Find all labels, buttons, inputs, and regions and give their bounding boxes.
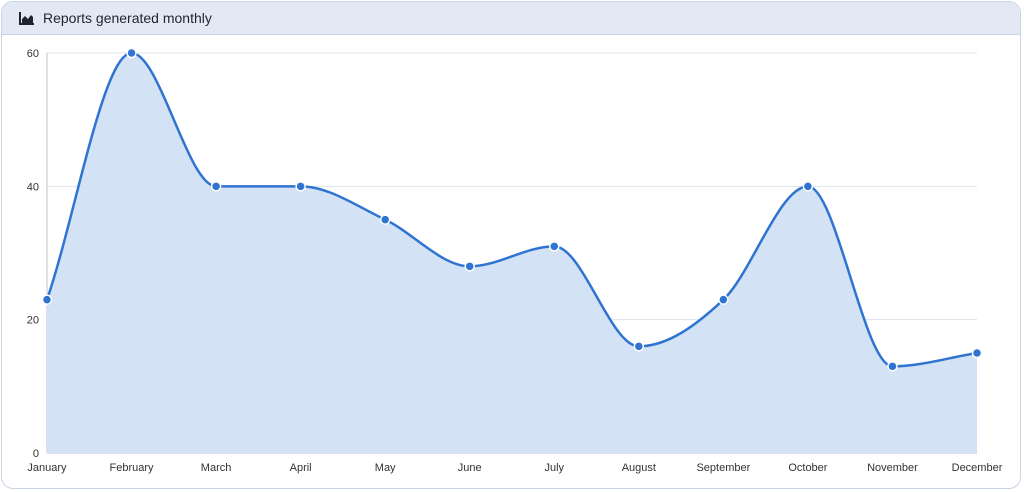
data-point (971, 347, 983, 359)
data-point (718, 294, 729, 305)
x-tick-label: May (375, 462, 396, 474)
data-point (802, 181, 814, 192)
x-tick-label: November (867, 462, 918, 474)
data-point (295, 181, 306, 192)
data-point (464, 261, 475, 272)
x-tick-label: March (201, 462, 232, 474)
x-tick-label: October (788, 462, 827, 474)
data-point (126, 47, 137, 59)
x-tick-label: April (290, 462, 312, 474)
data-point (549, 241, 560, 252)
card-title: Reports generated monthly (43, 10, 212, 26)
area-chart-icon (19, 11, 35, 25)
card-header: Reports generated monthly (2, 2, 1020, 35)
chart-area: 0 20 40 60 January February March April May June J… (2, 35, 1020, 488)
area-chart: 0 20 40 60 January February March April May June J… (27, 47, 1003, 474)
y-tick-label: 20 (27, 315, 39, 327)
data-point (379, 214, 391, 225)
data-point (887, 361, 898, 372)
data-point (41, 294, 53, 305)
x-tick-label: September (696, 462, 750, 474)
x-tick-label: August (622, 462, 656, 474)
x-tick-label: December (952, 462, 1003, 474)
x-tick-label: July (544, 462, 564, 474)
y-tick-label: 40 (27, 181, 39, 193)
x-tick-label: February (110, 462, 155, 474)
y-tick-label: 0 (33, 448, 39, 460)
data-point (633, 341, 645, 352)
data-point (210, 181, 222, 192)
y-tick-label: 60 (27, 48, 39, 60)
x-tick-label: June (458, 462, 482, 474)
series-area (47, 53, 977, 453)
series-line (45, 51, 979, 368)
x-tick-label: January (27, 462, 67, 474)
